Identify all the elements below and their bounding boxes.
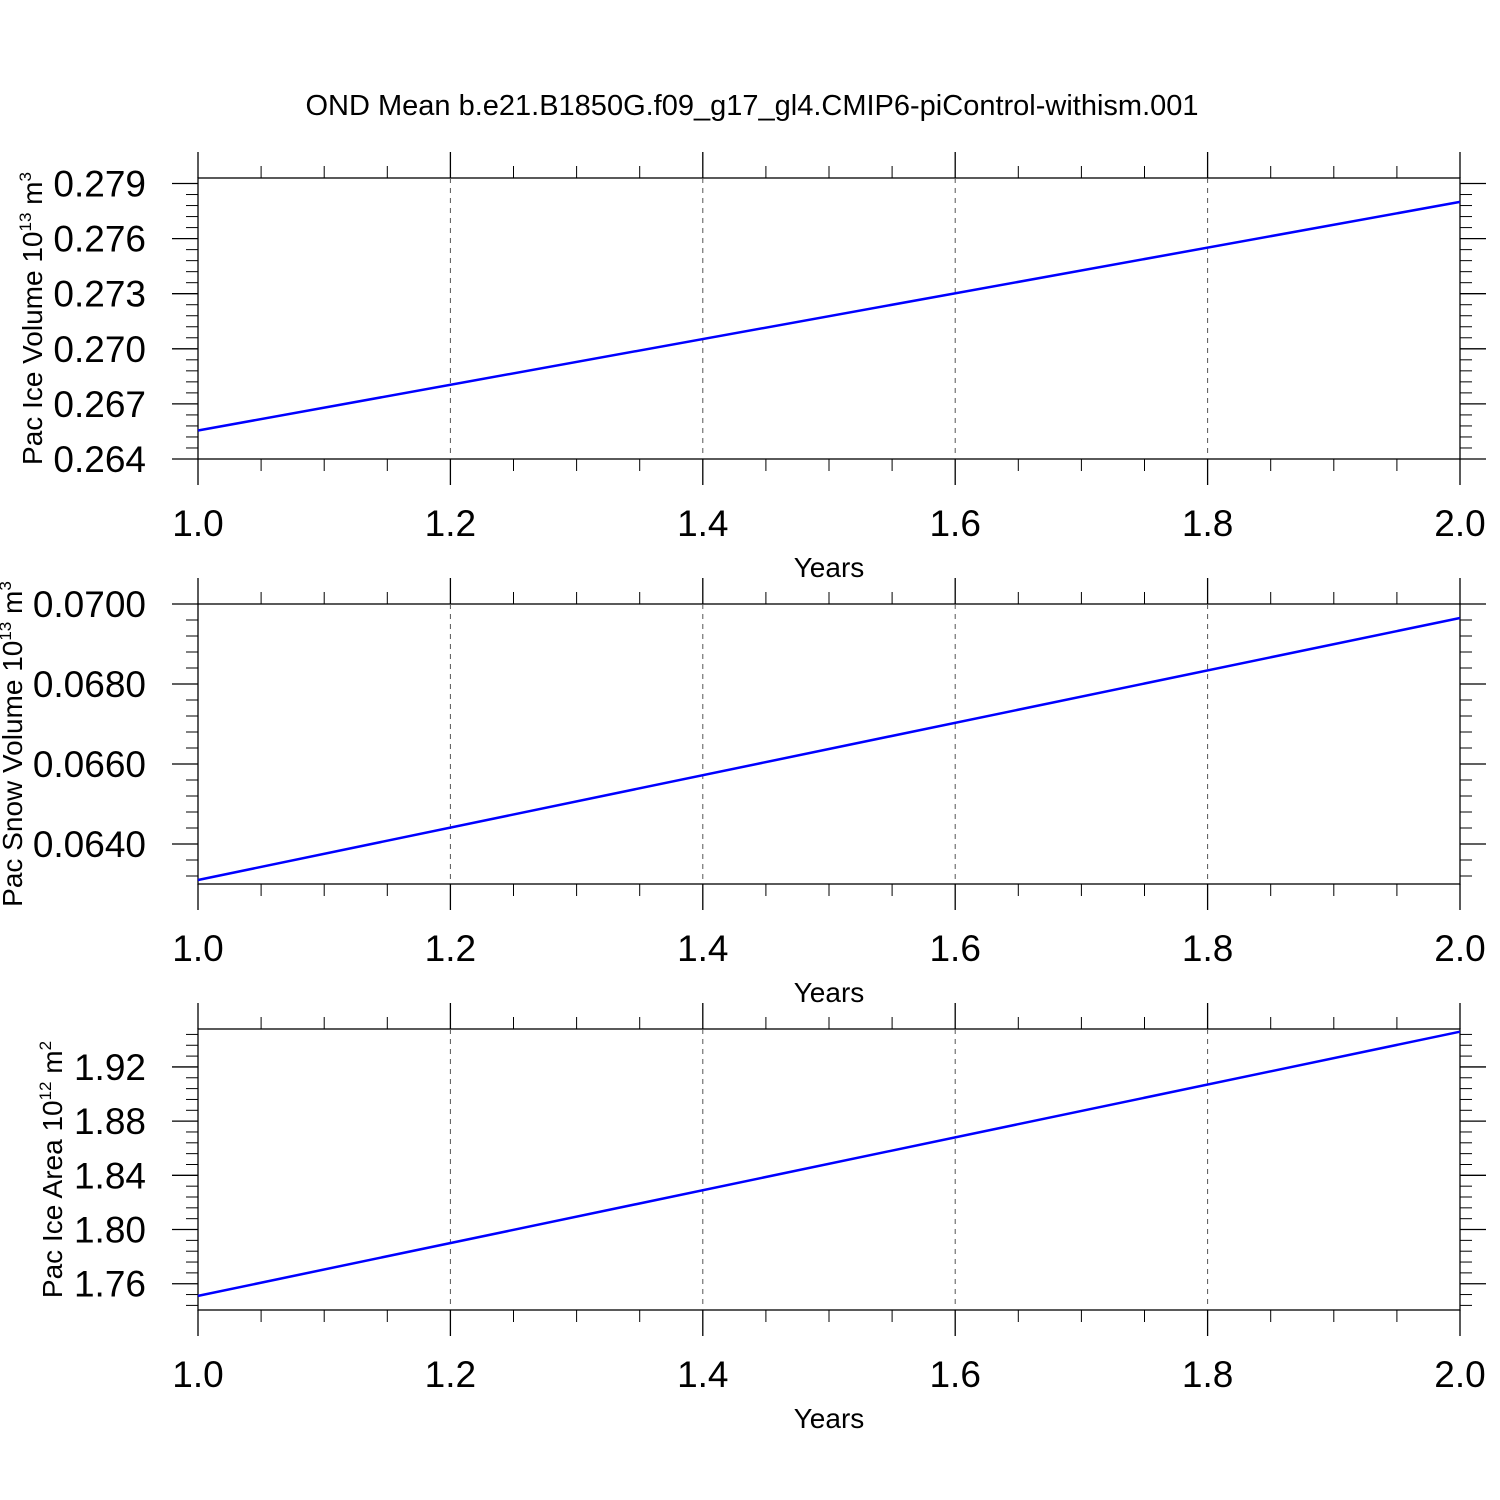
x-tick-label: 1.6 [929, 503, 980, 544]
x-tick-label: 1.8 [1182, 1354, 1233, 1395]
x-tick-label: 1.4 [677, 1354, 728, 1395]
x-axis-title: Years [794, 552, 865, 583]
y-axis-title-text: Pac Ice Area 10 [37, 1100, 68, 1298]
chart-panel-2: 1.0 1.2 1.4 1.6 1.8 2.0 0.0640 0.0660 0.0680 0.07… [0, 578, 1486, 1008]
y-tick-label: 0.267 [53, 384, 146, 425]
y-tick-label: 0.0660 [33, 744, 146, 785]
y-tick-label: 0.276 [53, 219, 146, 260]
chart-panel-1: 1.0 1.2 1.4 1.6 1.8 2.0 0.264 0.267 0.270 0.273 0.… [16, 152, 1486, 583]
y-axis-title-exponent: 13 [0, 622, 15, 641]
y-axis-title: Pac Ice Area 1012 m2 [36, 1041, 68, 1298]
chart-panel-3: 1.0 1.2 1.4 1.6 1.8 2.0 1.76 1.80 1.84 1.88 1.92 Ye… [36, 1003, 1486, 1434]
chart-title: OND Mean b.e21.B1850G.f09_g17_gl4.CMIP6-… [305, 90, 1198, 122]
y-axis-title-unit-exponent: 3 [0, 581, 15, 590]
y-axis-title-unit: m [0, 591, 28, 622]
x-tick-label: 1.6 [929, 928, 980, 969]
y-tick-label: 0.0700 [33, 584, 146, 625]
x-tick-label: 2.0 [1434, 503, 1485, 544]
x-tick-label: 1.0 [172, 503, 223, 544]
y-axis-title-unit: m [37, 1050, 68, 1081]
y-tick-label: 0.0680 [33, 664, 146, 705]
y-tick-label: 0.270 [53, 329, 146, 370]
plot-frame [197, 177, 1461, 460]
x-tick-label: 1.2 [425, 928, 476, 969]
y-axis-title-exponent: 13 [16, 213, 35, 232]
x-tick-label: 1.4 [677, 503, 728, 544]
x-tick-label: 1.8 [1182, 503, 1233, 544]
y-tick-label: 0.0640 [33, 824, 146, 865]
y-tick-label: 1.92 [74, 1047, 146, 1088]
x-tick-label: 1.2 [425, 503, 476, 544]
y-axis-title-unit: m [17, 181, 48, 212]
x-tick-label: 1.6 [929, 1354, 980, 1395]
y-axis-title-text: Pac Snow Volume 10 [0, 641, 28, 907]
y-tick-label: 0.264 [53, 439, 146, 480]
y-tick-label: 0.273 [53, 274, 146, 315]
y-axis-title-text: Pac Ice Volume 10 [17, 232, 48, 465]
series-line [197, 200, 1461, 432]
y-tick-label: 0.279 [53, 164, 146, 205]
y-axis-title-unit-exponent: 2 [36, 1041, 55, 1050]
x-tick-label: 2.0 [1434, 1354, 1485, 1395]
x-axis-title: Years [794, 977, 865, 1008]
x-tick-label: 1.8 [1182, 928, 1233, 969]
x-axis-title: Years [794, 1403, 865, 1434]
plot-frame [197, 603, 1461, 885]
y-axis-title-unit-exponent: 3 [16, 172, 35, 181]
series-line [197, 1030, 1461, 1298]
y-axis-title-exponent: 12 [36, 1081, 55, 1100]
y-tick-label: 1.80 [74, 1210, 146, 1251]
x-tick-label: 2.0 [1434, 928, 1485, 969]
y-tick-label: 1.84 [74, 1155, 146, 1196]
x-tick-label: 1.0 [172, 1354, 223, 1395]
x-tick-label: 1.0 [172, 928, 223, 969]
y-axis-title: Pac Snow Volume 1013 m3 [0, 581, 28, 907]
x-tick-label: 1.2 [425, 1354, 476, 1395]
series-line [197, 616, 1461, 882]
y-tick-label: 1.76 [74, 1264, 146, 1305]
x-tick-label: 1.4 [677, 928, 728, 969]
y-tick-label: 1.88 [74, 1101, 146, 1142]
y-axis-title: Pac Ice Volume 1013 m3 [16, 172, 48, 465]
